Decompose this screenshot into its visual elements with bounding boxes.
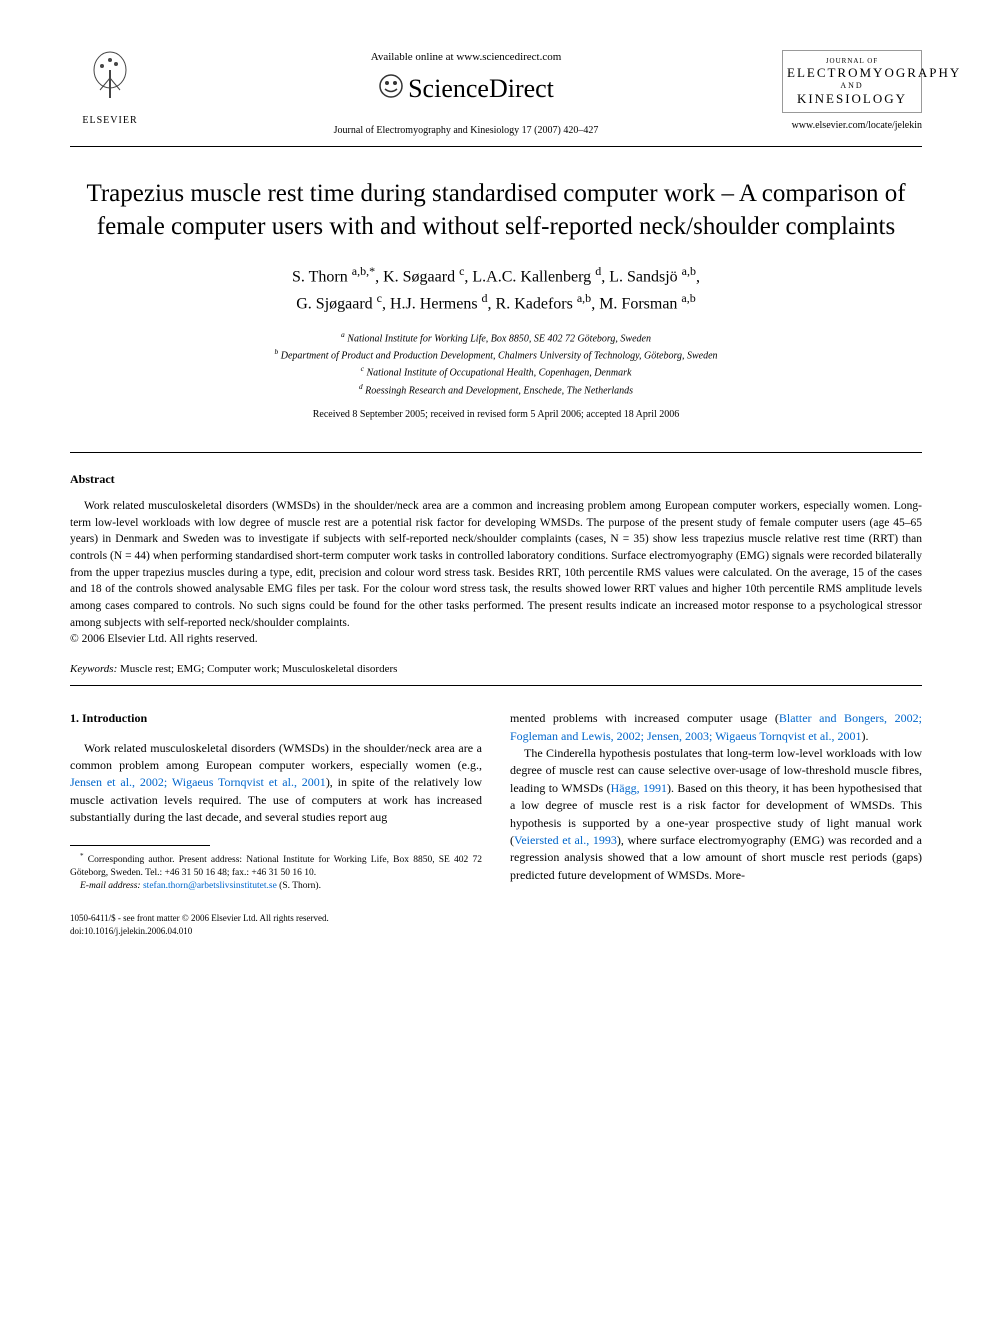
journal-logo-and: AND: [787, 81, 917, 91]
intro-p1a: Work related musculoskeletal disorders (…: [70, 741, 482, 772]
sciencedirect-text: ScienceDirect: [408, 74, 554, 103]
journal-logo-box: JOURNAL OF ELECTROMYOGRAPHY AND KINESIOL…: [782, 50, 922, 133]
email-label: E-mail address:: [80, 881, 141, 891]
article-dates: Received 8 September 2005; received in r…: [70, 408, 922, 422]
footer-doi: doi:10.1016/j.jelekin.2006.04.010: [70, 925, 482, 938]
citation-link-hagg[interactable]: Hägg, 1991: [611, 781, 667, 795]
copyright-text: © 2006 Elsevier Ltd. All rights reserved…: [70, 633, 258, 645]
sup-ab-star: a,b,*: [352, 264, 375, 278]
journal-reference: Journal of Electromyography and Kinesiol…: [170, 124, 762, 138]
center-header: Available online at www.sciencedirect.co…: [150, 50, 782, 138]
author-kadefors: , R. Kadefors: [488, 296, 577, 313]
elsevier-tree-icon: [70, 50, 150, 114]
affiliations-block: a National Institute for Working Life, B…: [70, 329, 922, 398]
intro-p1c: mented problems with increased computer …: [510, 711, 779, 725]
author-sjogaard: G. Sjøgaard: [296, 296, 376, 313]
corresponding-footnote: * Corresponding author. Present address:…: [70, 852, 482, 881]
affiliation-d: Roessingh Research and Development, Ensc…: [365, 385, 633, 396]
sup-ab4: a,b: [681, 291, 695, 305]
email-suffix: (S. Thorn).: [277, 881, 321, 891]
available-online-text: Available online at www.sciencedirect.co…: [170, 50, 762, 65]
journal-logo-line1: ELECTROMYOGRAPHY: [787, 65, 917, 81]
affiliation-a: National Institute for Working Life, Box…: [347, 333, 651, 344]
footnote-body: Corresponding author. Present address: N…: [70, 855, 482, 878]
intro-paragraph-2: The Cinderella hypothesis postulates tha…: [510, 745, 922, 884]
intro-paragraph-1-left: Work related musculoskeletal disorders (…: [70, 740, 482, 827]
journal-logo-line2: KINESIOLOGY: [787, 91, 917, 107]
sup-ab3: a,b: [577, 291, 591, 305]
elsevier-logo: ELSEVIER: [70, 50, 150, 128]
sup-ab2: a,b: [682, 264, 696, 278]
keywords-label: Keywords:: [70, 663, 117, 675]
citation-link-veiersted[interactable]: Veiersted et al., 1993: [514, 833, 617, 847]
author-thorn: S. Thorn: [292, 268, 352, 285]
abstract-body: Work related musculoskeletal disorders (…: [70, 500, 922, 629]
right-column: mented problems with increased computer …: [510, 710, 922, 937]
author-comma: ,: [696, 268, 700, 285]
abstract-heading: Abstract: [70, 471, 922, 488]
left-column: 1. Introduction Work related musculoskel…: [70, 710, 482, 937]
author-forsman: , M. Forsman: [591, 296, 681, 313]
header-row: ELSEVIER Available online at www.science…: [70, 50, 922, 138]
author-kallenberg: , L.A.C. Kallenberg: [464, 268, 595, 285]
journal-logo-title: JOURNAL OF ELECTROMYOGRAPHY AND KINESIOL…: [782, 50, 922, 113]
affiliation-c: National Institute of Occupational Healt…: [366, 368, 631, 379]
body-columns: 1. Introduction Work related musculoskel…: [70, 710, 922, 937]
footer-block: 1050-6411/$ - see front matter © 2006 El…: [70, 912, 482, 937]
affiliation-b: Department of Product and Production Dev…: [281, 350, 718, 361]
abstract-top-rule: [70, 452, 922, 453]
intro-paragraph-1-right: mented problems with increased computer …: [510, 710, 922, 745]
journal-logo-pre: JOURNAL OF: [787, 57, 917, 65]
keywords-list: Muscle rest; EMG; Computer work; Musculo…: [120, 663, 397, 675]
footnote-star: *: [80, 852, 84, 860]
email-link[interactable]: stefan.thorn@arbetslivsinstitutet.se: [143, 881, 277, 891]
locate-url: www.elsevier.com/locate/jelekin: [782, 119, 922, 133]
intro-p1d: ).: [862, 729, 869, 743]
footnote-separator: [70, 845, 210, 846]
footnote-email-row: E-mail address: stefan.thorn@arbetslivsi…: [70, 880, 482, 894]
author-hermens: , H.J. Hermens: [382, 296, 482, 313]
elsevier-label: ELSEVIER: [70, 114, 150, 128]
keywords-rule: [70, 685, 922, 686]
article-title: Trapezius muscle rest time during standa…: [70, 177, 922, 245]
intro-heading: 1. Introduction: [70, 710, 482, 727]
sciencedirect-logo: ScienceDirect: [170, 71, 762, 109]
keywords-row: Keywords: Muscle rest; EMG; Computer wor…: [70, 662, 922, 677]
author-sogaard: , K. Søgaard: [375, 268, 459, 285]
sciencedirect-icon: [378, 73, 404, 109]
author-sandsjo: , L. Sandsjö: [601, 268, 681, 285]
citation-link-jensen[interactable]: Jensen et al., 2002; Wigaeus Tornqvist e…: [70, 775, 326, 789]
footer-line1: 1050-6411/$ - see front matter © 2006 El…: [70, 912, 482, 925]
authors-block: S. Thorn a,b,*, K. Søgaard c, L.A.C. Kal…: [70, 262, 922, 317]
header-rule: [70, 146, 922, 147]
abstract-text: Work related musculoskeletal disorders (…: [70, 498, 922, 648]
